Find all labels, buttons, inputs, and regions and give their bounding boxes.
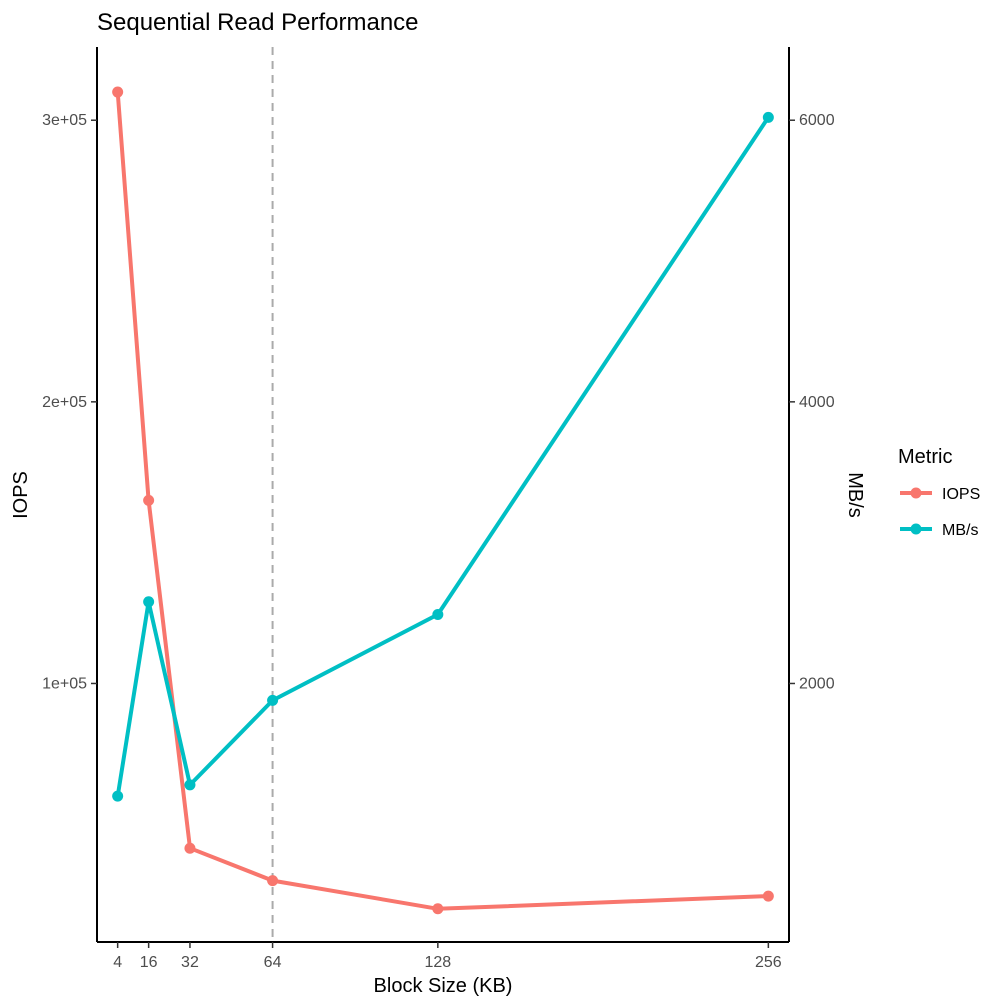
plot-area [112,47,774,942]
legend-title: Metric [898,446,952,468]
legend-label-iops: IOPS [942,486,980,503]
data-point-mb-s-0 [112,790,124,802]
data-point-mb-s-1 [143,596,155,608]
legend-label-mb-s: MB/s [942,522,978,539]
x-tick-label: 16 [140,954,158,971]
data-point-mb-s-4 [432,608,444,620]
data-point-iops-2 [184,842,196,854]
axes: 4 16 32 64 128 256 1e+05 2e+05 3e+05 2000 4000 6000 [42,47,835,971]
y-tick-label: 2e+05 [42,394,87,411]
data-point-mb-s-2 [184,779,196,791]
y2-tick-label: 2000 [799,675,835,692]
data-point-iops-5 [762,890,774,902]
data-point-iops-0 [112,86,124,98]
x-tick-label: 4 [113,954,122,971]
x-tick-label: 64 [264,954,282,971]
y2-tick-label: 6000 [799,112,835,129]
x-axis-title: Block Size (KB) [374,975,513,997]
legend-key-point-iops [910,487,922,499]
legend-key-point-mb-s [910,523,922,535]
y2-axis-title: MB/s [844,472,866,518]
series-line-iops [115,91,769,911]
x-tick-label: 256 [755,954,782,971]
series-line-mb-s [115,116,770,797]
x-tick-label: 32 [181,954,199,971]
x-tick-label: 128 [424,954,451,971]
y-axis-title: IOPS [10,471,32,519]
y-tick-label: 3e+05 [42,112,87,129]
data-point-mb-s-5 [762,111,774,123]
y-tick-label: 1e+05 [42,675,87,692]
legend: Metric IOPS MB/s [898,446,980,539]
data-point-iops-3 [267,875,279,887]
data-point-iops-4 [432,903,444,915]
y2-tick-label: 4000 [799,394,835,411]
data-point-iops-1 [143,494,155,506]
data-point-mb-s-3 [267,694,279,706]
chart-title: Sequential Read Performance [97,9,419,36]
